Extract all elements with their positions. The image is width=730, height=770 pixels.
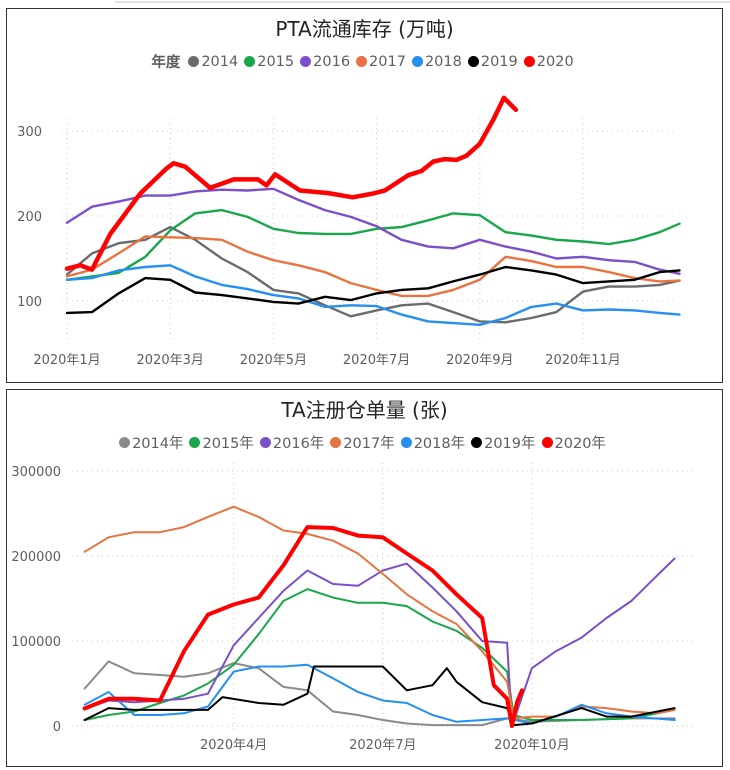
legend-item[interactable]: 2020: [523, 53, 574, 70]
chart-title: TA注册仓单量 (张): [281, 398, 448, 422]
y-tick-label: 200: [17, 210, 42, 225]
legend-label: 2014年: [132, 436, 184, 452]
x-tick-label: 2020年3月: [137, 353, 204, 368]
legend-item[interactable]: 2019: [467, 53, 518, 70]
series-line-2020年: [82, 525, 524, 728]
legend-item[interactable]: 2017年: [330, 432, 395, 453]
legend-dot-icon: [119, 437, 131, 448]
legend-label: 2017年: [343, 436, 395, 452]
x-tick-label: 2020年10月: [494, 738, 570, 753]
y-tick-label: 100000: [11, 635, 61, 650]
x-tick-label: 2020年7月: [343, 353, 410, 368]
top-divider: [115, 1, 730, 3]
legend-label: 2015年: [202, 436, 254, 452]
legend-label: 2015: [257, 53, 295, 70]
legend-item[interactable]: 2016年: [259, 432, 325, 453]
legend-item[interactable]: 2019年: [471, 432, 536, 453]
legend-item[interactable]: 2018: [411, 53, 462, 70]
legend-item[interactable]: 2015年: [189, 432, 254, 453]
chart-legend: 年度 2014 2015 2016 2017 2018 2019 2020: [7, 51, 722, 72]
x-tick-label: 2020年5月: [240, 353, 307, 368]
x-tick-label: 2020年9月: [446, 353, 513, 368]
legend-title: 年度: [151, 55, 181, 71]
legend-label: 2014: [201, 53, 239, 70]
legend-label: 2018: [424, 53, 462, 70]
legend-dot-icon: [541, 437, 553, 448]
legend-dot-icon: [188, 56, 200, 67]
x-tick-label: 2020年11月: [545, 353, 621, 368]
legend-label: 2016年: [272, 436, 325, 452]
legend-dot-icon: [467, 56, 479, 67]
legend-item[interactable]: 2017: [356, 54, 406, 70]
legend-dot-icon: [523, 56, 535, 67]
ta-warehouse-receipts-chart-panel: TA注册仓单量 (张) 2014年 2015年 2016年 2017年 2018年 201…: [6, 389, 723, 767]
y-tick-label: 300: [17, 125, 42, 140]
x-tick-label: 2020年7月: [349, 738, 416, 753]
legend-dot-icon: [244, 56, 256, 67]
series-line-2016年: [83, 557, 676, 727]
legend-dot-icon: [189, 437, 201, 448]
legend-dot-icon: [471, 437, 483, 448]
y-tick-label: 200000: [11, 550, 61, 565]
legend-item[interactable]: 2014年: [119, 432, 183, 453]
series-line-2015年: [83, 588, 676, 721]
series-line-2018: [65, 264, 681, 326]
legend-item[interactable]: 2018年: [400, 432, 466, 453]
legend-label: 2019: [480, 53, 518, 70]
legend-item[interactable]: 2016: [300, 54, 350, 70]
legend-dot-icon: [330, 437, 342, 448]
y-tick-label: 300000: [11, 465, 61, 480]
legend-label: 2018年: [413, 436, 466, 452]
legend-dot-icon: [300, 56, 312, 67]
legend-dot-icon: [356, 56, 368, 67]
legend-label: 2020年: [554, 436, 606, 452]
legend-item[interactable]: 2020年: [541, 432, 606, 453]
series-line-2020: [64, 95, 519, 272]
x-tick-label: 2020年4月: [200, 738, 267, 753]
legend-label: 2020: [536, 53, 574, 70]
legend-item[interactable]: 2015: [244, 54, 294, 70]
chart-legend: 2014年 2015年 2016年 2017年 2018年 2019年 2020年: [7, 432, 722, 453]
series-line-2014: [65, 225, 681, 324]
y-tick-label: 0: [53, 720, 61, 735]
series-line-2019: [65, 265, 681, 315]
legend-label: 2019年: [484, 436, 536, 452]
legend-dot-icon: [411, 56, 423, 67]
series-line-2019年: [83, 665, 676, 727]
series-line-2014年: [83, 660, 676, 727]
y-tick-label: 100: [17, 295, 42, 310]
series-line-2015: [65, 208, 681, 281]
series-line-2017年: [83, 505, 676, 720]
series-line-2016: [65, 187, 681, 275]
legend-label: 2016: [313, 53, 351, 70]
legend-dot-icon: [400, 437, 412, 448]
legend-item[interactable]: 2014: [188, 54, 238, 70]
legend-dot-icon: [259, 437, 271, 448]
chart-title: PTA流通库存 (万吨): [275, 17, 454, 41]
x-tick-label: 2020年1月: [33, 353, 100, 368]
legend-label: 2017: [369, 53, 406, 70]
series-line-2017: [65, 235, 681, 298]
